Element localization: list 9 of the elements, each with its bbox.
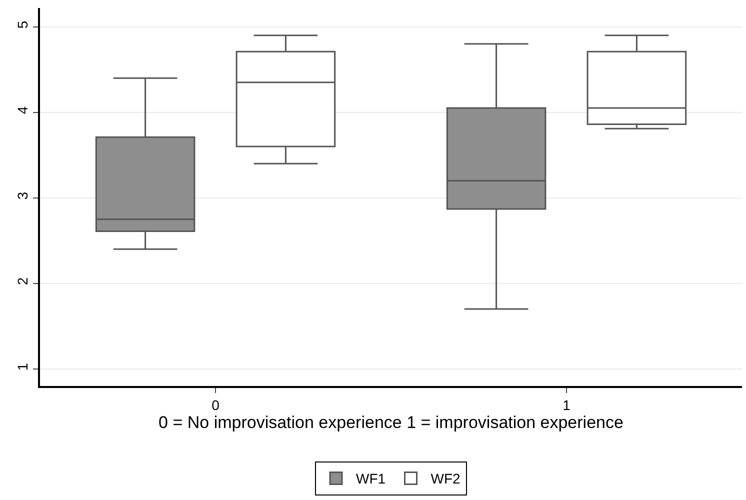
x-tick-label: 0	[212, 396, 220, 413]
y-tick-label: 1	[14, 362, 30, 371]
legend-label: WF1	[356, 470, 386, 487]
legend-label: WF2	[430, 470, 461, 487]
x-axis-title: 0 = No improvisation experience 1 = improvisation experience	[158, 412, 624, 432]
y-tick-label: 3	[14, 192, 30, 200]
y-tick-label: 2	[14, 277, 30, 286]
y-tick-label: 5	[14, 20, 30, 29]
y-tick-label: 4	[14, 106, 30, 114]
